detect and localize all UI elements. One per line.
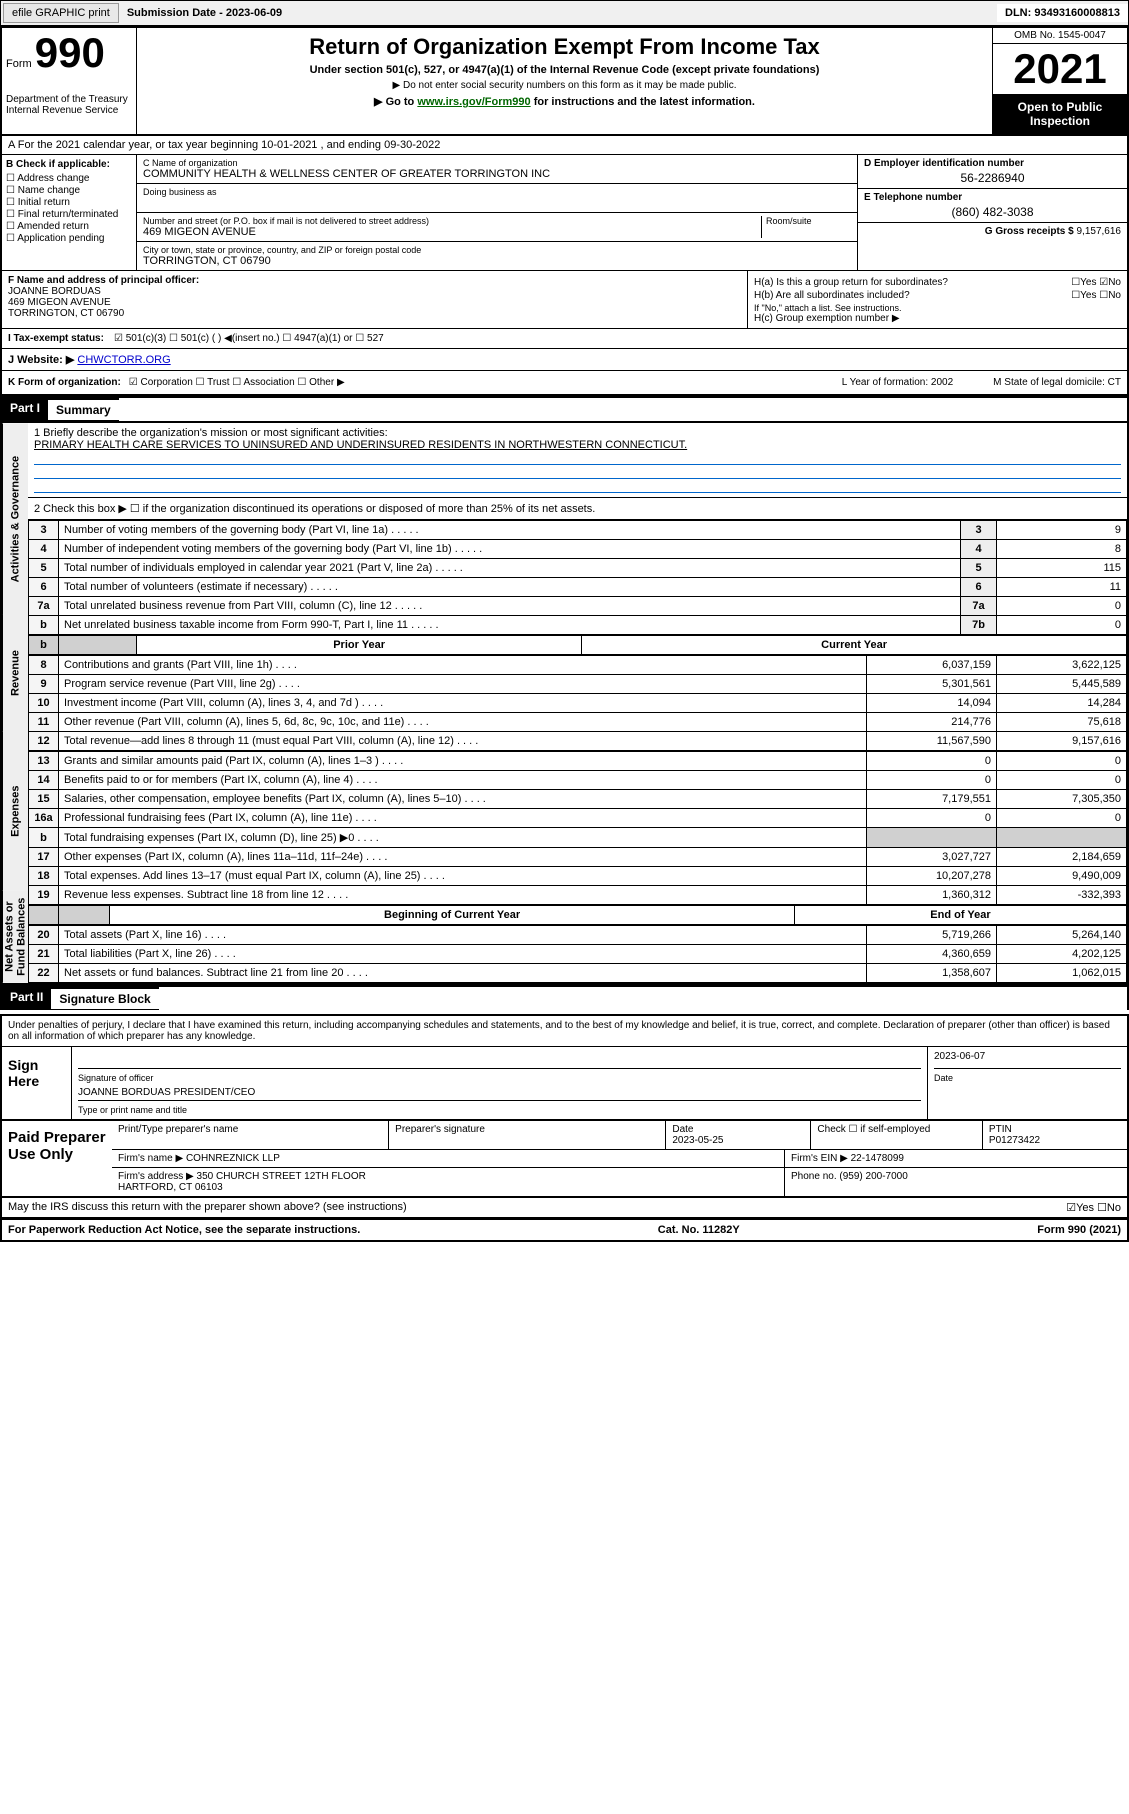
table-row: 22Net assets or fund balances. Subtract … (29, 964, 1127, 983)
phone: (860) 482-3038 (864, 205, 1121, 219)
org-street: 469 MIGEON AVENUE (143, 226, 761, 238)
org-name: COMMUNITY HEALTH & WELLNESS CENTER OF GR… (143, 168, 851, 180)
firm-name: COHNREZNICK LLP (186, 1153, 280, 1164)
form-header: Form 990 Department of the Treasury Inte… (0, 26, 1129, 136)
table-row: 17Other expenses (Part IX, column (A), l… (29, 848, 1127, 867)
row-i: I Tax-exempt status: ☑ 501(c)(3) ☐ 501(c… (0, 329, 1129, 349)
table-row: 16aProfessional fundraising fees (Part I… (29, 809, 1127, 828)
col-de: D Employer identification number 56-2286… (857, 155, 1127, 270)
col-b-checkboxes: B Check if applicable: ☐ Address change☐… (2, 155, 137, 270)
checkbox-final-return-terminated[interactable]: ☐ Final return/terminated (6, 209, 132, 220)
revenue-table: 8Contributions and grants (Part VIII, li… (28, 655, 1127, 751)
block-fh: F Name and address of principal officer:… (0, 271, 1129, 329)
table-row: bTotal fundraising expenses (Part IX, co… (29, 828, 1127, 848)
irs-link[interactable]: www.irs.gov/Form990 (417, 96, 530, 108)
part1-header: Part I Summary (0, 396, 1129, 421)
ptin: P01273422 (989, 1135, 1040, 1146)
dept-treasury: Department of the Treasury Internal Reve… (6, 94, 132, 116)
row-a-tax-year: A For the 2021 calendar year, or tax yea… (0, 136, 1129, 155)
officer-name: JOANNE BORDUAS (8, 286, 741, 297)
submission-date: Submission Date - 2023-06-09 (121, 4, 288, 22)
table-row: 21Total liabilities (Part X, line 26) . … (29, 945, 1127, 964)
netassets-table: 20Total assets (Part X, line 16) . . . .… (28, 925, 1127, 983)
table-row: 19Revenue less expenses. Subtract line 1… (29, 886, 1127, 905)
return-subtitle: Under section 501(c), 527, or 4947(a)(1)… (143, 64, 986, 76)
vtab-revenue: Revenue (2, 615, 28, 732)
tax-year: 2021 (993, 44, 1127, 94)
block-bcde: B Check if applicable: ☐ Address change☐… (0, 155, 1129, 271)
sign-date: 2023-06-07 (934, 1051, 1121, 1062)
table-row: 7aTotal unrelated business revenue from … (29, 597, 1127, 616)
mission-text: PRIMARY HEALTH CARE SERVICES TO UNINSURE… (34, 439, 1121, 451)
netassets-header: Beginning of Current YearEnd of Year (28, 905, 1127, 925)
table-row: 5Total number of individuals employed in… (29, 559, 1127, 578)
part2-header: Part II Signature Block (0, 985, 1129, 1010)
public-inspection: Open to Public Inspection (993, 94, 1127, 134)
perjury-declaration: Under penalties of perjury, I declare th… (2, 1016, 1127, 1047)
expenses-table: 13Grants and similar amounts paid (Part … (28, 751, 1127, 905)
table-row: 10Investment income (Part VIII, column (… (29, 694, 1127, 713)
org-city: TORRINGTON, CT 06790 (143, 255, 851, 267)
paid-preparer-block: Paid Preparer Use Only Print/Type prepar… (0, 1121, 1129, 1219)
checkbox-application-pending[interactable]: ☐ Application pending (6, 233, 132, 244)
website-link[interactable]: CHWCTORR.ORG (77, 354, 170, 366)
table-row: 11Other revenue (Part VIII, column (A), … (29, 713, 1127, 732)
table-row: 13Grants and similar amounts paid (Part … (29, 752, 1127, 771)
table-row: 6Total number of volunteers (estimate if… (29, 578, 1127, 597)
vtab-netassets: Net Assets or Fund Balances (2, 891, 28, 983)
row-k: K Form of organization: ☑ Corporation ☐ … (0, 371, 1129, 396)
checkbox-name-change[interactable]: ☐ Name change (6, 185, 132, 196)
efile-header: efile GRAPHIC print Submission Date - 20… (0, 0, 1129, 26)
officer-signed-name: JOANNE BORDUAS PRESIDENT/CEO (78, 1087, 921, 1101)
discuss-answer: ☑Yes ☐No (1066, 1201, 1121, 1214)
ssn-note: ▶ Do not enter social security numbers o… (143, 80, 986, 91)
table-row: 18Total expenses. Add lines 13–17 (must … (29, 867, 1127, 886)
form-label: Form (6, 58, 32, 70)
return-title: Return of Organization Exempt From Incom… (143, 34, 986, 60)
table-row: 8Contributions and grants (Part VIII, li… (29, 656, 1127, 675)
table-row: 9Program service revenue (Part VIII, lin… (29, 675, 1127, 694)
checkbox-address-change[interactable]: ☐ Address change (6, 173, 132, 184)
form-number: 990 (35, 29, 105, 76)
revenue-header: bPrior YearCurrent Year (28, 635, 1127, 655)
col-c-org-info: C Name of organization COMMUNITY HEALTH … (137, 155, 857, 270)
signature-block: Under penalties of perjury, I declare th… (0, 1014, 1129, 1121)
checkbox-amended-return[interactable]: ☐ Amended return (6, 221, 132, 232)
state-domicile: M State of legal domicile: CT (993, 377, 1121, 388)
table-row: 12Total revenue—add lines 8 through 11 (… (29, 732, 1127, 751)
row-j-website: J Website: ▶ CHWCTORR.ORG (0, 349, 1129, 371)
irs-link-line: ▶ Go to www.irs.gov/Form990 for instruct… (143, 95, 986, 108)
firm-phone: (959) 200-7000 (839, 1171, 907, 1182)
checkbox-initial-return[interactable]: ☐ Initial return (6, 197, 132, 208)
table-row: 4Number of independent voting members of… (29, 540, 1127, 559)
table-row: 14Benefits paid to or for members (Part … (29, 771, 1127, 790)
sign-here-label: Sign Here (2, 1047, 72, 1119)
efile-print-button[interactable]: efile GRAPHIC print (3, 3, 119, 23)
table-row: 20Total assets (Part X, line 16) . . . .… (29, 926, 1127, 945)
year-formation: L Year of formation: 2002 (842, 377, 953, 388)
gross-receipts: 9,157,616 (1077, 226, 1122, 237)
table-row: 3Number of voting members of the governi… (29, 521, 1127, 540)
summary-section: Activities & Governance Revenue Expenses… (0, 421, 1129, 985)
vtab-expenses: Expenses (2, 732, 28, 891)
table-row: bNet unrelated business taxable income f… (29, 616, 1127, 635)
omb-number: OMB No. 1545-0047 (993, 28, 1127, 44)
firm-ein: 22-1478099 (851, 1153, 904, 1164)
page-footer: For Paperwork Reduction Act Notice, see … (0, 1219, 1129, 1242)
ein: 56-2286940 (864, 171, 1121, 185)
paid-preparer-label: Paid Preparer Use Only (2, 1121, 112, 1196)
dln: DLN: 93493160008813 (997, 4, 1128, 22)
ha-answer: ☐Yes ☑No (1071, 277, 1121, 288)
preparer-date: 2023-05-25 (672, 1135, 723, 1146)
vtab-governance: Activities & Governance (2, 423, 28, 615)
governance-table: 3Number of voting members of the governi… (28, 520, 1127, 635)
table-row: 15Salaries, other compensation, employee… (29, 790, 1127, 809)
